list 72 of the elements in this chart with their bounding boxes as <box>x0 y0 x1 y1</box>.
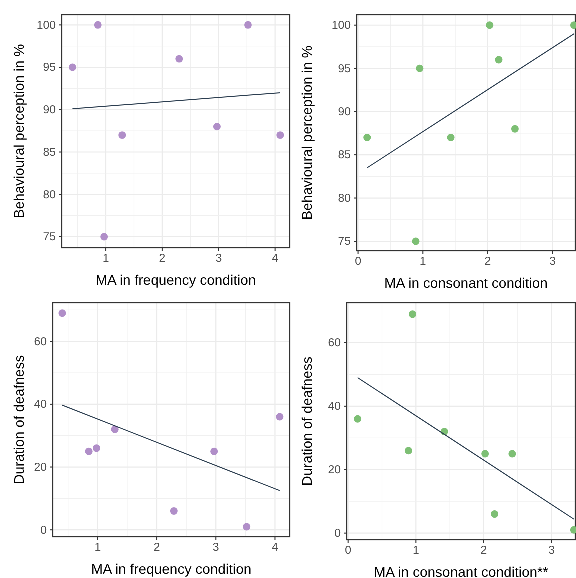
y-axis-title: Duration of deafness <box>299 356 315 486</box>
y-tick-label: 95 <box>338 63 351 76</box>
y-tick-label: 80 <box>338 192 351 205</box>
point <box>176 55 184 63</box>
x-tick-label: 0 <box>355 256 362 268</box>
point <box>213 123 221 131</box>
y-tick-label: 85 <box>43 146 56 159</box>
point <box>111 426 119 434</box>
point <box>495 56 503 64</box>
y-tick-label: 95 <box>43 62 56 74</box>
x-tick-label: 1 <box>102 253 110 266</box>
y-tick-label: 60 <box>328 338 341 350</box>
x-axis-title: MA in consonant condition <box>384 275 548 291</box>
point <box>276 413 284 421</box>
point <box>491 510 499 518</box>
y-tick-label: 100 <box>36 20 56 32</box>
point <box>404 447 412 455</box>
point <box>58 310 66 318</box>
y-tick-label: 20 <box>34 462 47 474</box>
x-tick-label: 1 <box>412 545 420 558</box>
y-tick-label: 85 <box>338 150 351 162</box>
x-axis-title: MA in consonant condition** <box>374 564 549 578</box>
point <box>482 450 490 458</box>
x-tick-label: 1 <box>420 256 426 268</box>
point <box>92 444 100 452</box>
y-tick-label: 100 <box>332 20 351 32</box>
y-axis-title: Behavioural perception in % <box>11 44 27 219</box>
x-axis-title: MA in frequency condition <box>96 272 256 288</box>
x-tick-label: 2 <box>154 542 160 554</box>
point <box>412 238 420 246</box>
x-tick-label: 2 <box>159 253 166 266</box>
point <box>364 134 372 142</box>
x-tick-label: 2 <box>484 256 492 268</box>
point <box>243 523 251 531</box>
point <box>508 450 516 458</box>
y-tick-label: 90 <box>43 104 56 117</box>
y-tick-label: 75 <box>43 232 56 244</box>
x-axis-title: MA in frequency condition <box>91 561 252 577</box>
x-tick-label: 1 <box>94 542 102 554</box>
x-tick-label: 4 <box>272 253 280 266</box>
y-tick-label: 40 <box>328 401 341 414</box>
y-tick-label: 40 <box>34 399 47 412</box>
x-tick-label: 3 <box>216 253 222 266</box>
y-tick-label: 75 <box>338 236 351 248</box>
point <box>276 132 284 140</box>
point <box>94 21 102 29</box>
y-axis-title: Duration of deafness <box>11 355 27 485</box>
point <box>100 233 108 241</box>
x-tick-label: 2 <box>480 545 488 558</box>
point <box>170 508 178 515</box>
y-tick-label: 80 <box>43 189 56 202</box>
point <box>354 415 362 423</box>
point <box>511 125 519 133</box>
y-tick-label: 60 <box>34 336 47 348</box>
point <box>85 448 93 456</box>
y-tick-label: 0 <box>334 528 341 540</box>
point <box>416 64 424 72</box>
point <box>118 132 126 140</box>
y-tick-label: 0 <box>40 524 47 537</box>
point <box>210 448 218 456</box>
point <box>68 64 76 72</box>
point <box>409 310 417 318</box>
x-tick-label: 4 <box>272 542 280 554</box>
x-tick-label: 3 <box>550 256 556 268</box>
y-tick-label: 90 <box>338 106 351 118</box>
x-tick-label: 3 <box>548 545 555 558</box>
y-tick-label: 20 <box>328 464 341 477</box>
point <box>486 22 494 30</box>
point <box>447 134 455 142</box>
y-axis-title: Behavioural perception in % <box>299 46 315 220</box>
point <box>244 21 252 29</box>
x-tick-label: 3 <box>212 542 220 554</box>
